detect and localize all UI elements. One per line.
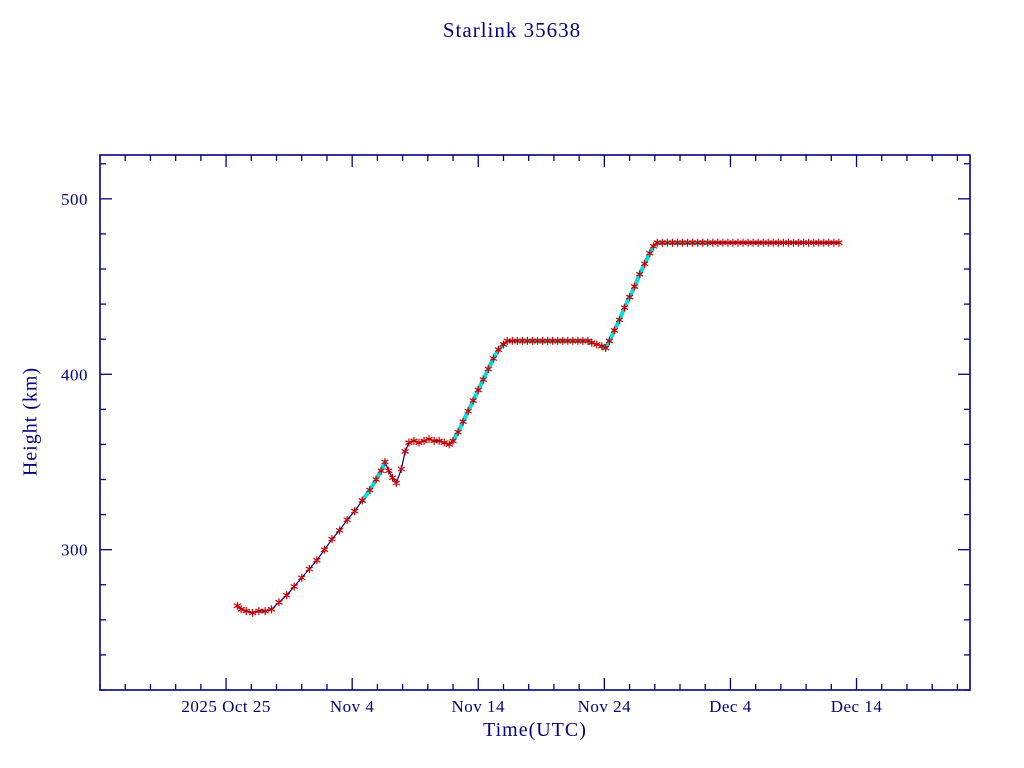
svg-text:500: 500	[61, 190, 88, 209]
data-markers	[233, 238, 843, 617]
svg-text:Nov 24: Nov 24	[578, 697, 632, 716]
svg-text:Nov 4: Nov 4	[330, 697, 375, 716]
svg-text:400: 400	[61, 365, 88, 384]
svg-text:Dec 4: Dec 4	[709, 697, 752, 716]
svg-text:2025 Oct 25: 2025 Oct 25	[181, 697, 271, 716]
x-axis-label: Time(UTC)	[483, 719, 587, 741]
svg-text:Nov 14: Nov 14	[451, 697, 505, 716]
svg-text:300: 300	[61, 541, 88, 560]
svg-text:Dec 14: Dec 14	[831, 697, 883, 716]
chart-title: Starlink 35638	[442, 18, 582, 42]
